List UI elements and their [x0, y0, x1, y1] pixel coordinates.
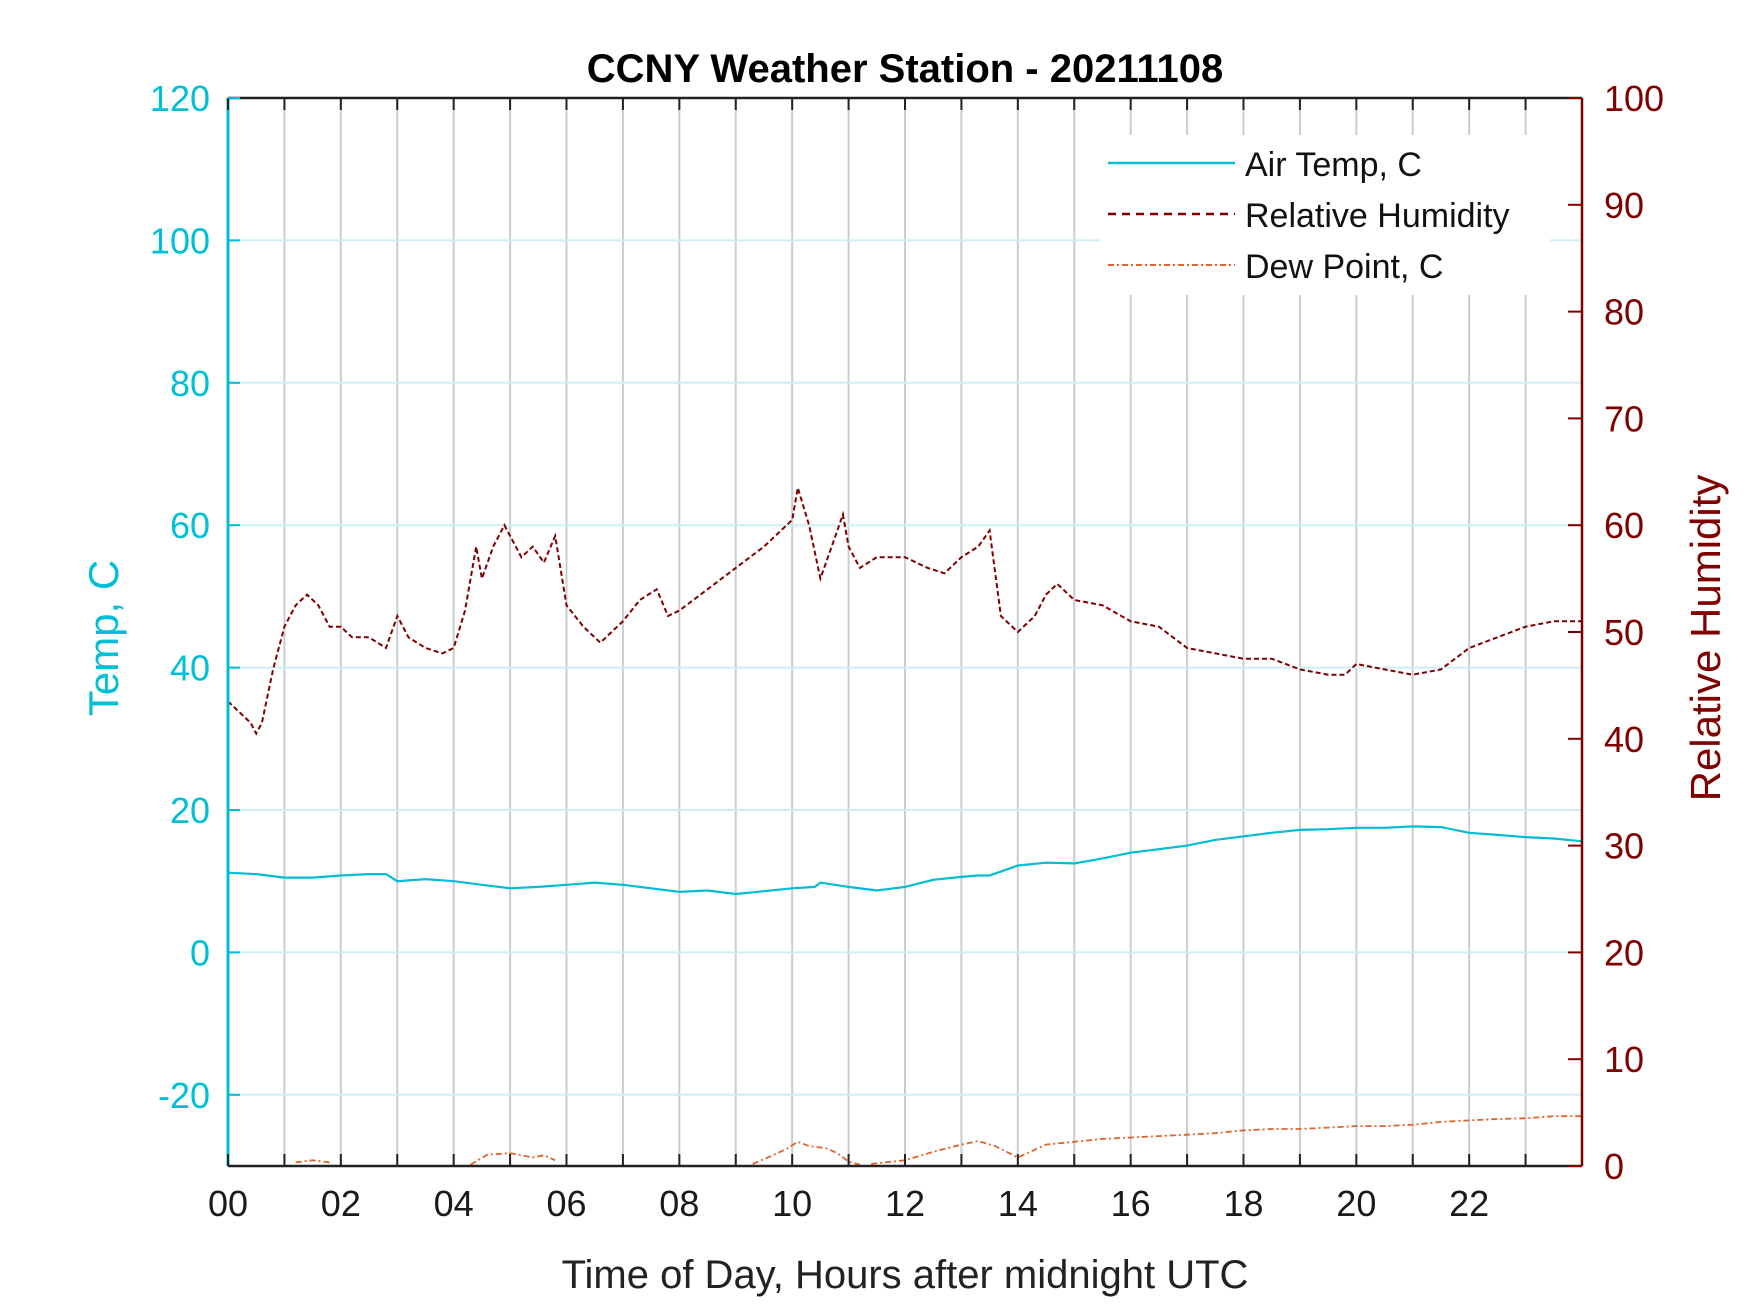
- y-axis-left-label: Temp, C: [80, 560, 127, 716]
- chart-title: CCNY Weather Station - 20211108: [587, 47, 1224, 91]
- y-right-tick-label: 70: [1604, 398, 1644, 439]
- y-right-tick-label: 40: [1604, 719, 1644, 760]
- legend-label-relative-humidity: Relative Humidity: [1245, 197, 1510, 235]
- y-left-tick-label: 0: [190, 932, 210, 973]
- y-right-tick-label: 0: [1604, 1146, 1624, 1187]
- legend: Air Temp, C Relative Humidity Dew Point,…: [1100, 135, 1550, 295]
- series-line-dew-point: [295, 1159, 330, 1164]
- x-tick-label: 04: [434, 1183, 474, 1224]
- x-tick-label: 22: [1449, 1183, 1489, 1224]
- y-right-tick-label: 80: [1604, 292, 1644, 333]
- x-tick-label: 16: [1111, 1183, 1151, 1224]
- series-line-dew-point: [752, 1140, 861, 1166]
- x-tick-label: 06: [546, 1183, 586, 1224]
- x-tick-label: 02: [321, 1183, 361, 1224]
- y-left-tick-label: 80: [170, 363, 210, 404]
- y-right-tick-label: 60: [1604, 505, 1644, 546]
- x-tick-label: 18: [1223, 1183, 1263, 1224]
- y-right-tick-label: 90: [1604, 185, 1644, 226]
- x-tick-label: 20: [1336, 1183, 1376, 1224]
- axes: 00 02 04 06 08 10 12 14 16 18 20 22-200204060801001…: [150, 78, 1664, 1224]
- plot-area: [227, 487, 1583, 1166]
- legend-box: [1100, 135, 1550, 295]
- y-left-tick-label: 120: [150, 78, 210, 119]
- y-left-tick-label: 60: [170, 505, 210, 546]
- y-left-tick-label: 40: [170, 648, 210, 689]
- y-right-tick-label: 30: [1604, 826, 1644, 867]
- y-right-tick-label: 100: [1604, 78, 1664, 119]
- y-left-tick-label: 20: [170, 790, 210, 831]
- y-right-tick-label: 20: [1604, 932, 1644, 973]
- x-tick-label: 14: [998, 1183, 1038, 1224]
- x-tick-label: 10: [772, 1183, 812, 1224]
- y-axis-right-label: Relative Humidity: [1682, 475, 1729, 802]
- y-right-tick-label: 50: [1604, 612, 1644, 653]
- series-line-dew-point: [470, 1152, 556, 1166]
- y-right-tick-label: 10: [1604, 1039, 1644, 1080]
- x-tick-label: 00: [208, 1183, 248, 1224]
- x-tick-label: 08: [659, 1183, 699, 1224]
- x-tick-label: 12: [885, 1183, 925, 1224]
- series-line-dew-point: [871, 1115, 1582, 1165]
- legend-label-dew-point: Dew Point, C: [1245, 248, 1443, 286]
- x-axis-label: Time of Day, Hours after midnight UTC: [562, 1253, 1249, 1297]
- y-left-tick-label: -20: [158, 1075, 210, 1116]
- series-line-air-temp: [227, 825, 1583, 896]
- y-left-tick-label: 100: [150, 220, 210, 261]
- legend-label-air-temp: Air Temp, C: [1245, 146, 1422, 184]
